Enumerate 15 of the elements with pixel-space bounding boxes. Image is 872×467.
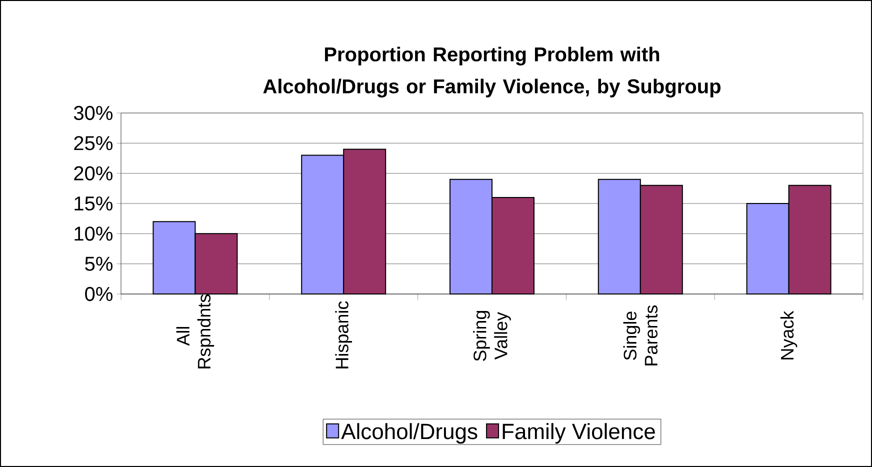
y-tick-label: 25% [74,136,112,150]
x-tick-label: Single Parents [623,305,658,366]
y-tick-label: 20% [74,166,112,180]
y-tick-label: 5% [85,256,112,271]
y-tick-label: 30% [74,106,112,120]
legend-label: Alcohol/Drugs [341,423,478,444]
chart-title: Proportion Reporting Problem with Alcohol/Drugs or Family Violence, by Subgroup [263,46,720,98]
y-tick-label: 15% [74,196,112,211]
y-tick-label: 0% [85,286,112,302]
y-tick-label: 10% [74,226,112,241]
x-tick-label: Spring Valley [473,310,511,362]
legend-label: Family Violence [502,423,655,444]
x-tick-label: Hispanic [335,301,352,368]
x-tick-label: All Rspndnts [176,294,214,368]
x-tick-label: Nyack [780,310,798,360]
